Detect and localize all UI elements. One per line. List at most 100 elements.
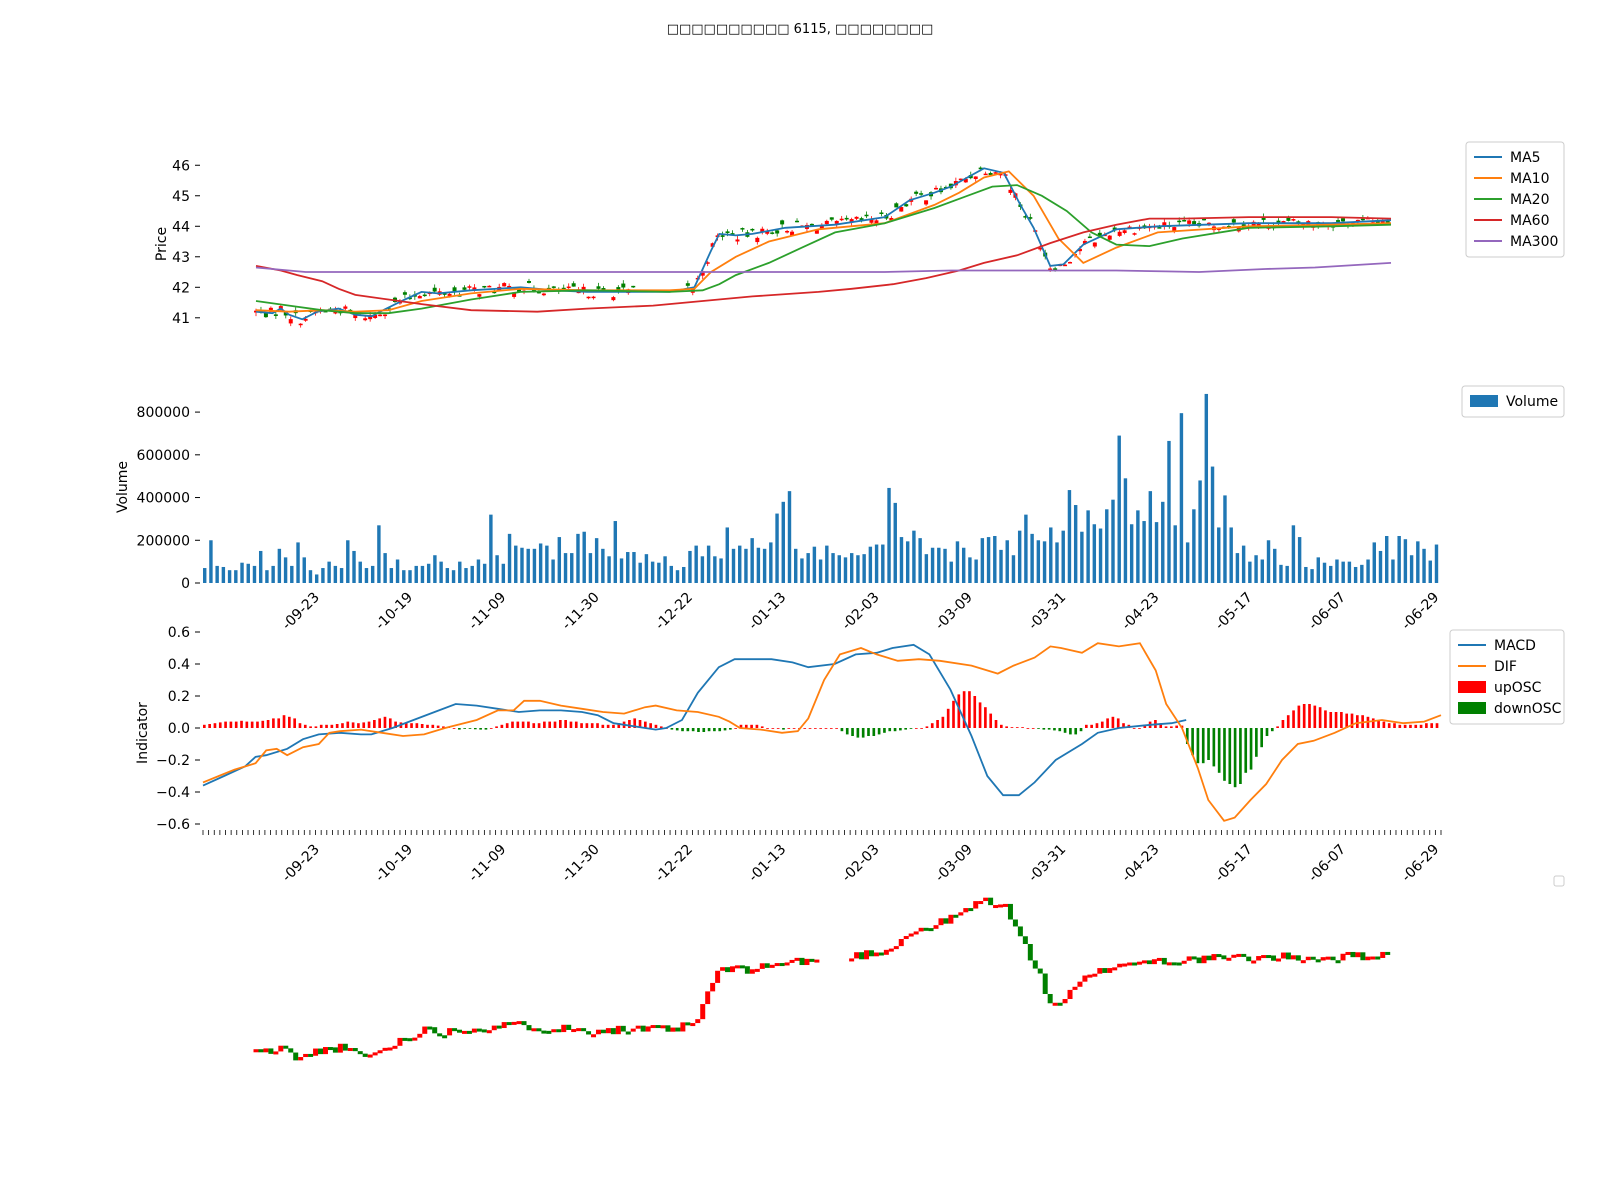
up-osc-bar — [404, 723, 408, 728]
bottom-candle — [1032, 960, 1038, 969]
up-osc-bar — [208, 724, 211, 728]
legend-label: DIF — [1494, 659, 1517, 675]
volume-bar — [986, 537, 991, 583]
down-osc-bar — [707, 728, 711, 732]
price-candle-body — [1192, 221, 1197, 225]
bottom-candle — [586, 1031, 592, 1035]
price-candle-body — [1132, 233, 1137, 235]
volume-bar — [1366, 559, 1370, 583]
bottom-candle — [1186, 956, 1192, 961]
volume-bar — [924, 554, 929, 583]
bottom-candle — [888, 948, 894, 952]
price-tick-label: 45 — [172, 189, 190, 205]
bottom-candle — [298, 1057, 304, 1061]
price-candle-body — [442, 293, 447, 295]
down-osc-bar — [840, 728, 844, 732]
volume-bar — [1117, 435, 1121, 583]
bottom-candle — [367, 1054, 373, 1058]
volume-date-label: -02-03 — [839, 590, 883, 634]
up-osc-bar — [527, 721, 530, 728]
volume-bar — [669, 565, 674, 583]
bottom-candle — [1007, 903, 1013, 920]
bottom-candle — [933, 925, 939, 929]
empty-legend-box — [1553, 875, 1565, 887]
bottom-candle — [357, 1051, 363, 1055]
price-candle-body — [343, 306, 348, 309]
bottom-candle — [794, 957, 800, 961]
bottom-candle — [893, 946, 899, 950]
down-osc-bar — [1239, 728, 1242, 784]
volume-date-label: -05-17 — [1212, 590, 1256, 634]
up-osc-bar — [452, 728, 456, 729]
volume-bar — [464, 568, 468, 583]
volume-bar — [1254, 555, 1258, 583]
up-osc-bar — [288, 716, 291, 728]
bottom-candle — [779, 963, 785, 967]
bottom-candle — [591, 1034, 597, 1038]
down-osc-bar — [888, 728, 892, 732]
bottom-candle — [1355, 952, 1361, 958]
price-candle-body — [765, 230, 770, 234]
down-osc-bar — [883, 728, 886, 733]
volume-bar — [632, 552, 636, 583]
bottom-candle — [903, 936, 909, 940]
price-candle-body — [611, 297, 616, 301]
up-osc-bar — [1425, 723, 1428, 728]
price-candle-body — [760, 228, 765, 233]
volume-bar — [1372, 542, 1376, 583]
up-osc-bar — [330, 724, 334, 728]
bottom-candle — [883, 949, 889, 955]
up-osc-bar — [654, 724, 658, 728]
price-candle-body — [422, 294, 427, 297]
volume-bar — [1067, 490, 1072, 583]
bottom-candle — [1365, 956, 1371, 961]
bottom-candle — [1350, 951, 1356, 958]
up-osc-bar — [1398, 724, 1402, 728]
volume-bar — [1353, 566, 1358, 583]
price-candle-body — [1162, 222, 1167, 227]
bottom-candle — [293, 1052, 299, 1061]
indicator-date-label: -04-23 — [1119, 842, 1163, 886]
indicator-date-label: -06-29 — [1399, 842, 1443, 886]
bottom-candle — [1275, 958, 1281, 962]
price-candle-body — [586, 296, 591, 299]
volume-bar — [1360, 564, 1364, 583]
volume-bar — [1297, 537, 1302, 583]
price-candle-body — [859, 218, 864, 220]
volume-bar — [308, 570, 313, 583]
legend-label: MACD — [1494, 638, 1536, 654]
volume-bar — [682, 566, 686, 583]
bottom-candle — [1226, 957, 1232, 961]
up-osc-bar — [388, 718, 392, 728]
up-osc-bar — [532, 723, 536, 728]
price-candle-body — [988, 172, 993, 176]
bottom-candle — [556, 1029, 562, 1033]
volume-bar — [738, 545, 742, 583]
price-candle-body — [462, 287, 467, 290]
bottom-candle — [526, 1025, 532, 1031]
down-osc-bar — [484, 728, 488, 730]
indicator-date-label: -03-09 — [932, 842, 976, 886]
price-candle-body — [685, 283, 690, 286]
price-candle-body — [1216, 228, 1221, 230]
up-osc-bar — [1090, 724, 1093, 728]
indicator-date-label: -11-09 — [466, 842, 510, 886]
up-osc-bar — [505, 723, 509, 728]
bottom-candle — [978, 901, 984, 905]
bottom-candle — [432, 1027, 438, 1034]
down-osc-bar — [670, 728, 674, 730]
bottom-candle — [303, 1053, 309, 1058]
bottom-candle — [1047, 993, 1053, 1004]
bottom-candle — [561, 1024, 567, 1033]
up-osc-bar — [553, 721, 557, 728]
up-osc-bar — [1324, 710, 1327, 728]
price-candle-body — [373, 314, 378, 318]
down-osc-bar — [1260, 728, 1264, 748]
volume-tick-label: 600000 — [137, 448, 190, 464]
price-candle-body — [958, 178, 963, 181]
volume-bar — [1061, 530, 1065, 583]
volume-bar — [476, 559, 481, 583]
bottom-candle — [730, 966, 736, 973]
volume-bar — [538, 543, 543, 583]
volume-bar — [974, 559, 978, 583]
